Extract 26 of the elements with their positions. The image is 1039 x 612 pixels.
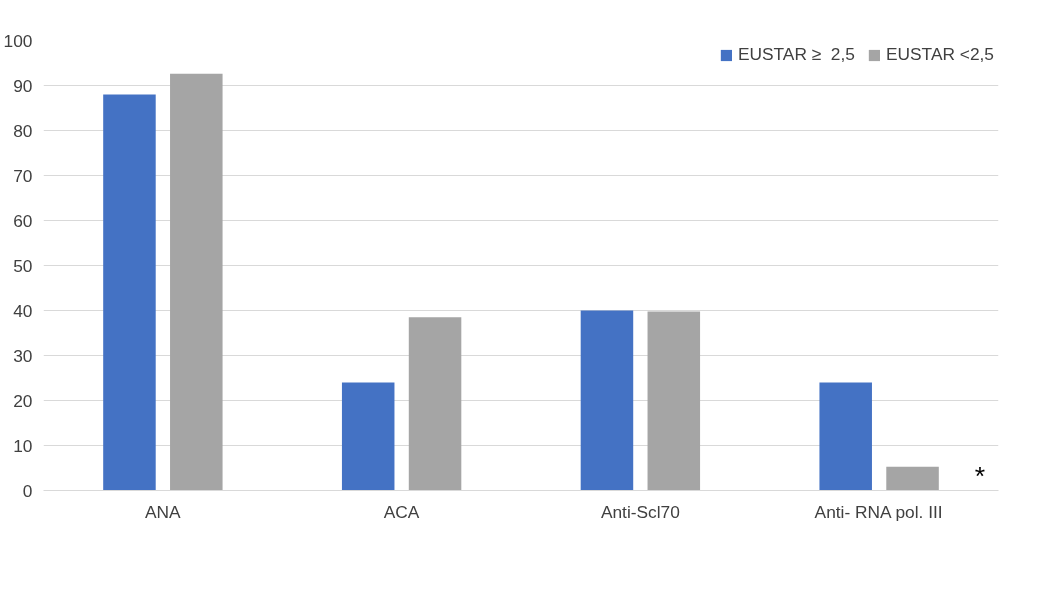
y-tick-label: 20 [13,390,33,411]
y-tick-label: 0 [22,480,33,501]
bar [408,317,462,491]
y-tick-label: 30 [13,345,33,366]
legend-label: EUSTAR <2,5 [885,44,994,65]
x-tick-label: Anti- RNA pol. III [814,501,943,522]
y-tick-label: 10 [13,435,33,456]
x-tick-label: ACA [383,501,420,522]
y-tick-label: 90 [13,75,33,96]
y-tick-label: 60 [13,210,33,231]
x-tick-label: Anti-Scl70 [600,501,680,522]
y-tick-label: 50 [13,255,33,276]
bar [819,382,872,491]
bar [341,382,395,491]
bar [170,73,223,491]
y-tick-label: 70 [13,165,33,186]
y-tick-label: 100 [3,30,33,51]
bar [886,466,939,491]
legend-label: EUSTAR ≥ 2,5 [737,44,855,65]
bar [580,310,634,491]
x-tick-label: ANA [145,501,182,522]
bar [647,311,701,491]
bar [103,94,156,491]
annotation: * [974,460,985,491]
y-tick-label: 80 [13,120,33,141]
y-tick-label: 40 [13,300,33,321]
